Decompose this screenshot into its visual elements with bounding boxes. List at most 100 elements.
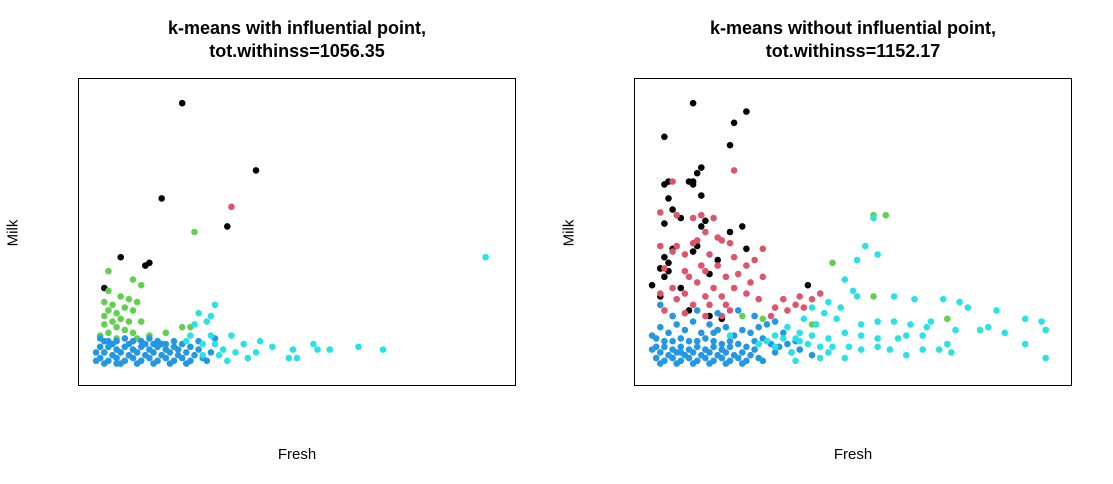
data-point-cluster-5 [240, 340, 247, 348]
data-point-cluster-4 [706, 349, 713, 356]
data-point-cluster-4 [113, 354, 120, 362]
data-point-cluster-5 [771, 343, 779, 351]
data-point-cluster-5 [911, 295, 918, 303]
data-point-cluster-1 [726, 228, 734, 236]
data-point-cluster-1 [739, 223, 746, 230]
data-point-cluster-5 [195, 309, 202, 317]
data-point-cluster-4 [669, 354, 676, 362]
plot-area [78, 78, 516, 386]
data-point-cluster-2 [706, 301, 713, 309]
data-point-cluster-5 [853, 293, 861, 300]
data-point-cluster-4 [166, 349, 174, 356]
data-point-cluster-4 [796, 346, 803, 353]
data-point-cluster-4 [739, 360, 746, 367]
data-point-cluster-1 [661, 220, 668, 227]
data-point-cluster-2 [673, 295, 680, 303]
data-point-cluster-2 [734, 270, 742, 278]
data-point-cluster-2 [669, 248, 676, 255]
data-point-cluster-2 [661, 265, 668, 272]
data-point-cluster-4 [722, 323, 730, 331]
data-point-cluster-2 [693, 237, 701, 244]
data-point-cluster-2 [673, 211, 680, 219]
data-point-cluster-4 [146, 354, 153, 362]
data-point-cluster-2 [681, 267, 689, 275]
data-point-cluster-5 [825, 335, 832, 342]
data-point-cluster-4 [734, 340, 742, 348]
data-point-cluster-5 [784, 323, 791, 331]
data-point-cluster-4 [92, 349, 100, 356]
data-point-cluster-5 [886, 346, 894, 353]
data-point-cluster-5 [224, 357, 231, 365]
data-point-cluster-1 [689, 99, 697, 107]
chart-title: k-means without influential point, tot.w… [710, 18, 996, 61]
data-point-cluster-5 [845, 343, 853, 351]
data-point-cluster-1 [698, 223, 705, 230]
data-point-cluster-5 [927, 318, 935, 325]
data-point-cluster-1 [702, 217, 709, 225]
data-point-cluster-2 [673, 242, 680, 250]
data-point-cluster-3 [137, 281, 145, 289]
data-point-cluster-5 [755, 340, 762, 348]
data-point-cluster-5 [812, 321, 820, 328]
data-point-cluster-2 [743, 290, 750, 297]
data-point-cluster-1 [669, 206, 676, 213]
data-point-cluster-4 [101, 337, 108, 345]
data-point-cluster-1 [698, 192, 705, 199]
data-point-cluster-5 [310, 340, 317, 348]
data-point-cluster-3 [117, 293, 124, 300]
data-point-cluster-4 [191, 351, 198, 359]
data-point-cluster-3 [105, 307, 112, 314]
data-point-cluster-4 [710, 329, 717, 337]
chart-panel-left: k-means with influential point, tot.with… [0, 0, 556, 484]
data-point-cluster-5 [771, 332, 779, 339]
data-point-cluster-5 [203, 318, 211, 325]
data-point-cluster-5 [244, 354, 252, 362]
data-point-cluster-5 [857, 332, 865, 339]
data-point-cluster-5 [841, 354, 849, 362]
data-point-cluster-1 [224, 223, 231, 230]
data-point-cluster-4 [677, 343, 685, 351]
data-point-cluster-4 [739, 326, 746, 334]
data-point-cluster-4 [681, 326, 689, 334]
data-point-cluster-5 [199, 351, 206, 359]
data-point-cluster-4 [689, 360, 697, 367]
data-point-cluster-5 [874, 318, 881, 325]
data-point-cluster-4 [755, 323, 762, 331]
data-point-cluster-5 [726, 332, 734, 339]
data-point-cluster-1 [726, 141, 734, 149]
data-point-cluster-4 [661, 343, 668, 351]
data-point-cluster-5 [355, 343, 362, 351]
data-point-cluster-4 [693, 337, 701, 345]
data-point-cluster-5 [890, 293, 898, 300]
data-point-cluster-1 [648, 281, 656, 289]
data-point-cluster-1 [693, 169, 701, 177]
data-point-cluster-2 [698, 211, 705, 219]
data-point-cluster-2 [689, 301, 697, 309]
data-point-cluster-4 [710, 343, 717, 351]
data-point-cluster-2 [669, 284, 676, 292]
data-point-cluster-4 [183, 349, 190, 356]
data-point-cluster-3 [109, 318, 116, 325]
data-point-cluster-4 [96, 343, 104, 351]
data-point-cluster-4 [718, 354, 726, 362]
data-point-cluster-3 [137, 318, 145, 325]
data-point-cluster-3 [191, 228, 198, 236]
data-point-cluster-5 [952, 326, 959, 334]
data-point-cluster-5 [207, 312, 215, 320]
data-point-cluster-4 [129, 354, 137, 362]
data-point-cluster-5 [944, 340, 951, 348]
data-point-cluster-3 [133, 298, 141, 306]
data-point-cluster-4 [101, 360, 108, 367]
data-point-cluster-2 [710, 214, 717, 222]
data-point-cluster-5 [825, 298, 832, 306]
data-point-cluster-2 [726, 307, 734, 314]
data-point-cluster-4 [673, 321, 680, 328]
data-point-cluster-2 [747, 279, 754, 286]
data-point-cluster-3 [113, 309, 120, 317]
data-point-cluster-1 [730, 119, 738, 127]
data-point-cluster-4 [101, 349, 108, 356]
data-point-cluster-5 [326, 346, 334, 353]
data-point-cluster-4 [162, 354, 170, 362]
data-point-cluster-2 [730, 284, 738, 292]
data-point-cluster-5 [1042, 326, 1049, 334]
